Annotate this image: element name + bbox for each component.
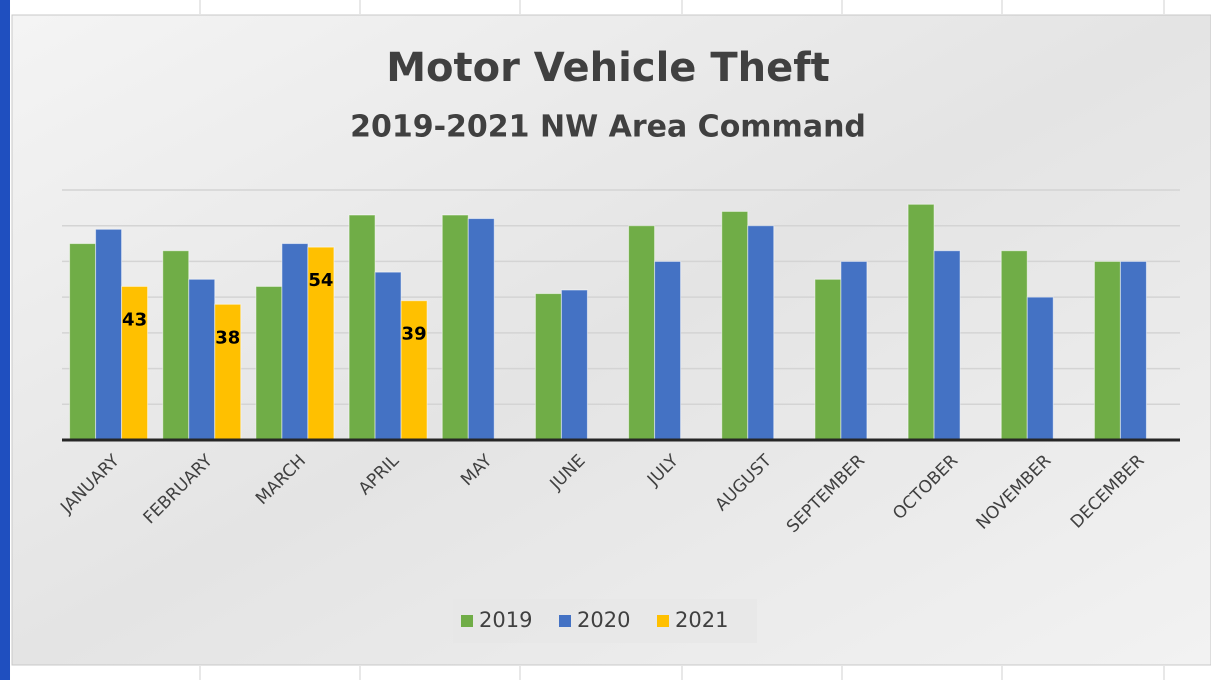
bar [534,293,562,441]
data-label: 43 [122,309,147,330]
chart-title: Motor Vehicle Theft [386,45,830,91]
window-edge [0,0,10,680]
bar [441,214,469,441]
bar [348,214,376,441]
bar [907,203,935,441]
legend-swatch [461,615,473,627]
bar [1119,260,1147,441]
legend: 2019 2020 2021 [453,599,757,643]
data-label: 54 [308,270,333,291]
data-label: 38 [215,327,240,348]
legend-label: 2021 [675,608,728,632]
bar [400,300,428,441]
bar [374,271,402,441]
sheet-cells [199,0,1165,680]
bar [95,228,123,441]
bar [1026,296,1054,441]
bar [1093,260,1121,441]
bar [214,303,242,441]
bar [467,218,495,441]
legend-swatch [559,615,571,627]
legend-label: 2019 [479,608,532,632]
bar [69,243,97,441]
bar [721,210,749,441]
bar [307,246,335,441]
legend-label: 2020 [577,608,630,632]
bar [814,278,842,441]
data-label: 39 [402,324,427,345]
bar [121,285,149,441]
chart-subtitle: 2019-2021 NW Area Command [350,110,866,145]
bar [281,243,309,441]
bar [747,225,775,441]
bar [188,278,216,441]
legend-swatch [657,615,669,627]
bar [560,289,588,441]
bar [162,250,190,441]
bar [255,285,283,441]
bar [840,260,868,441]
bar [933,250,961,441]
legend-box [453,599,757,643]
bar [1000,250,1028,441]
bar [628,225,656,441]
bar [654,260,682,441]
